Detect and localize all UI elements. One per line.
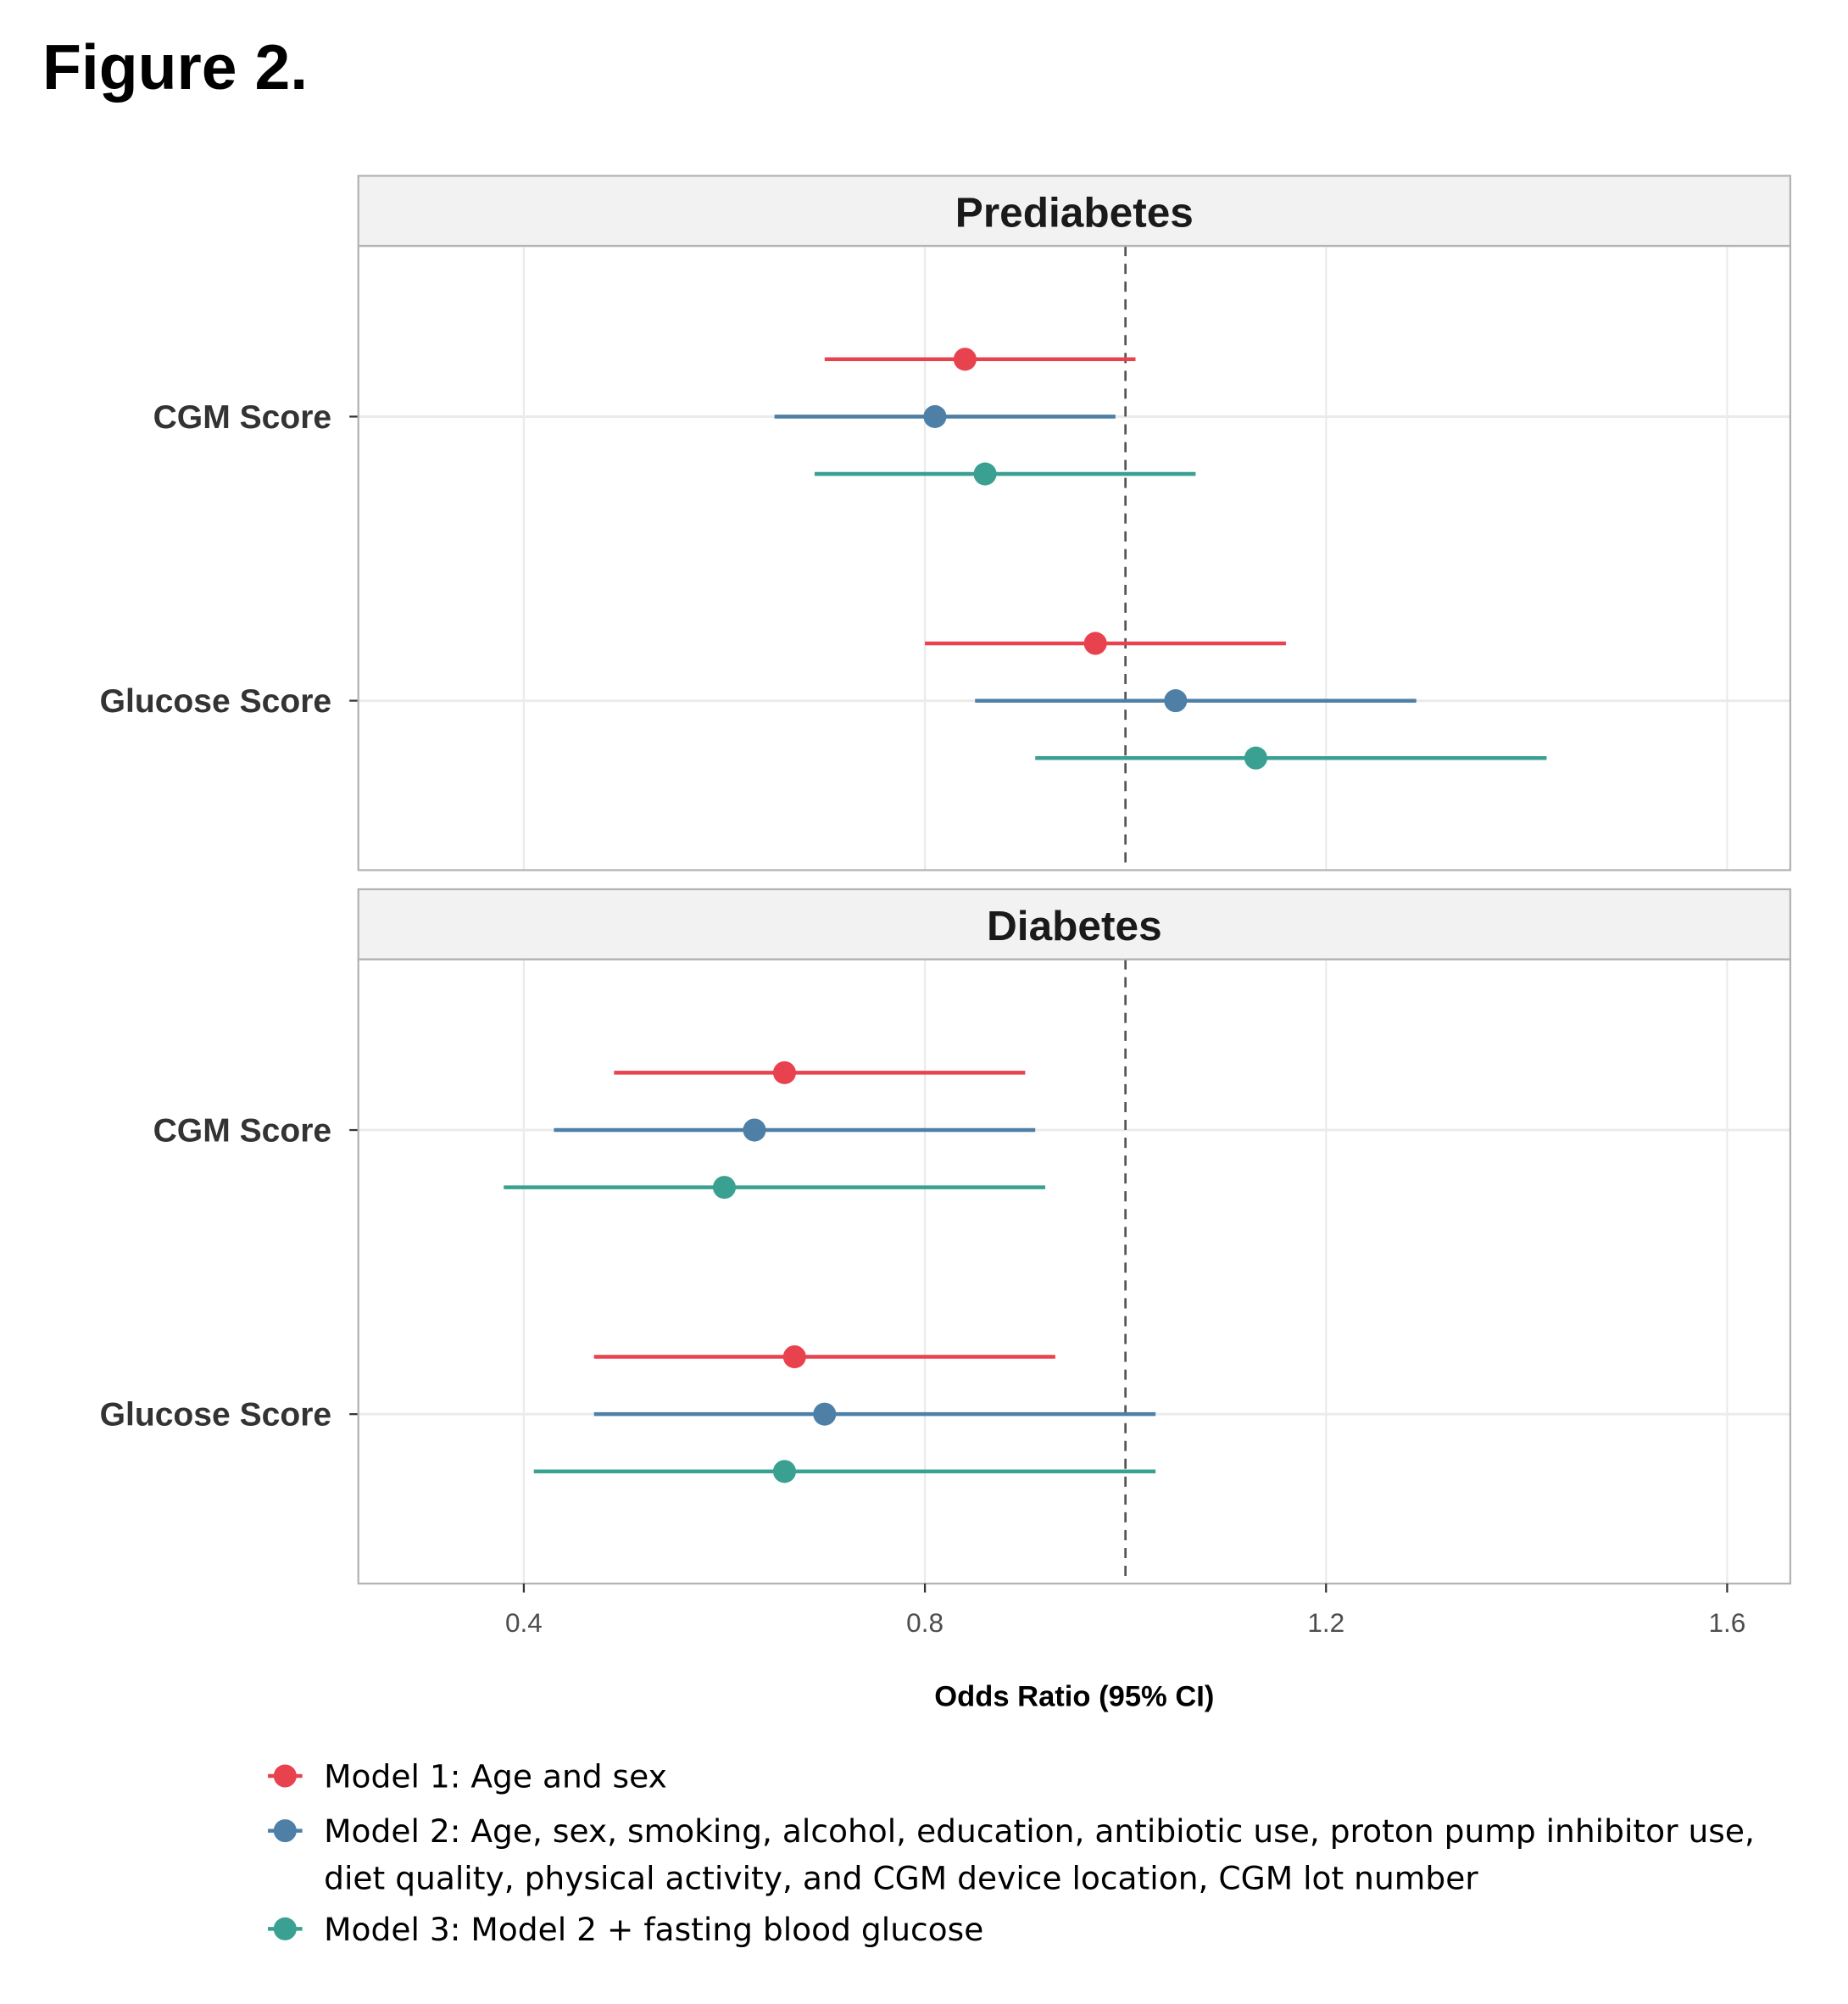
panel-border	[357, 958, 1792, 1585]
legend-label: diet quality, physical activity, and CGM…	[324, 1860, 1478, 1897]
point-estimate	[1083, 632, 1107, 655]
legend-item: Model 2: Age, sex, smoking, alcohol, edu…	[268, 1812, 1755, 1897]
legend-label: Model 1: Age and sex	[324, 1758, 667, 1795]
x-tick-label: 0.8	[906, 1607, 943, 1638]
row-label: CGM Score	[153, 1113, 332, 1150]
point-estimate	[772, 1460, 796, 1484]
legend: Model 1: Age and sex Model 2: Age, sex, s…	[268, 1758, 1755, 1948]
legend-marker	[273, 1917, 297, 1940]
panel-title: Prediabetes	[955, 189, 1194, 237]
x-tick-label: 1.2	[1307, 1607, 1344, 1638]
point-estimate	[712, 1176, 737, 1200]
legend-marker	[273, 1819, 297, 1843]
point-estimate	[772, 1060, 796, 1084]
point-estimate	[813, 1402, 837, 1426]
legend-marker	[273, 1764, 297, 1788]
point-estimate	[923, 404, 947, 428]
row-label: Glucose Score	[100, 683, 332, 720]
panel-strip	[357, 888, 1792, 960]
panel-strip	[357, 175, 1792, 248]
point-estimate	[1244, 746, 1267, 770]
legend-label: Model 3: Model 2 + fasting blood glucose	[324, 1911, 983, 1948]
point-estimate	[973, 462, 997, 486]
row-label: Glucose Score	[100, 1397, 332, 1433]
x-tick-label: 0.4	[505, 1607, 543, 1638]
point-estimate	[743, 1118, 766, 1142]
row-label: CGM Score	[153, 399, 332, 436]
figure-label: Figure 2.	[42, 31, 308, 103]
legend-label: Model 2: Age, sex, smoking, alcohol, edu…	[324, 1812, 1755, 1850]
panel-title: Diabetes	[987, 902, 1162, 949]
x-tick-label: 1.6	[1708, 1607, 1745, 1638]
point-estimate	[782, 1345, 806, 1369]
panel-border	[357, 244, 1792, 871]
panel-diabetes: Diabetes CGM Score Glucose Score	[100, 888, 1792, 1585]
point-estimate	[1164, 689, 1188, 713]
x-axis-label: Odds Ratio (95% CI)	[934, 1680, 1214, 1712]
legend-item: Model 1: Age and sex	[268, 1758, 667, 1795]
legend-item: Model 3: Model 2 + fasting blood glucose	[268, 1911, 983, 1948]
point-estimate	[953, 348, 977, 371]
panel-prediabetes: Prediabetes CGM Score Glucose Score	[100, 175, 1792, 871]
